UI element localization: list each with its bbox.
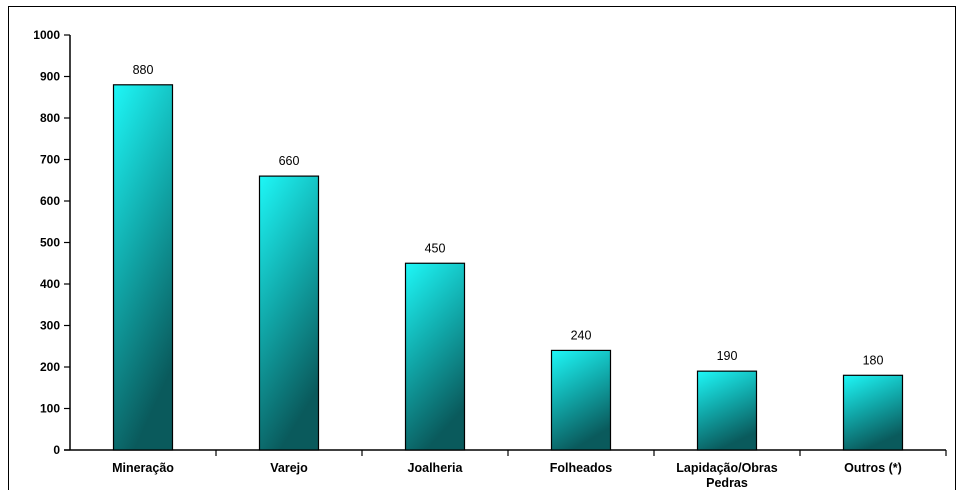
y-tick-label: 400 xyxy=(40,277,60,291)
bar xyxy=(696,370,758,451)
x-category-label: Varejo xyxy=(270,461,308,475)
chart-axes xyxy=(64,34,947,456)
chart-bars xyxy=(112,84,904,451)
x-category-label: Lapidação/Obras Pedras xyxy=(676,461,777,490)
bar xyxy=(112,84,174,451)
data-label: 450 xyxy=(425,241,446,255)
chart-labels: 0 100 200 300 400 500 600 700 800 900 1000 880 Miner… xyxy=(33,28,902,490)
x-category-label: Mineração xyxy=(112,461,174,475)
x-category-label: Outros (*) xyxy=(844,461,902,475)
data-label: 240 xyxy=(571,328,592,342)
y-tick-label: 700 xyxy=(40,153,60,167)
bar xyxy=(258,175,320,451)
y-tick-label: 0 xyxy=(53,443,60,457)
y-tick-label: 200 xyxy=(40,360,60,374)
x-category-label: Folheados xyxy=(550,461,613,475)
bar xyxy=(404,262,466,451)
data-label: 180 xyxy=(863,353,884,367)
x-category-label: Joalheria xyxy=(408,461,464,475)
y-tick-label: 800 xyxy=(40,111,60,125)
y-tick-label: 100 xyxy=(40,402,60,416)
y-tick-label: 500 xyxy=(40,236,60,250)
y-tick-label: 300 xyxy=(40,319,60,333)
data-label: 880 xyxy=(133,63,154,77)
bar xyxy=(550,349,612,451)
y-tick-label: 900 xyxy=(40,70,60,84)
data-label: 660 xyxy=(279,154,300,168)
y-tick-label: 600 xyxy=(40,194,60,208)
y-tick-label: 1000 xyxy=(33,28,60,42)
bar xyxy=(842,374,904,451)
data-label: 190 xyxy=(717,349,738,363)
